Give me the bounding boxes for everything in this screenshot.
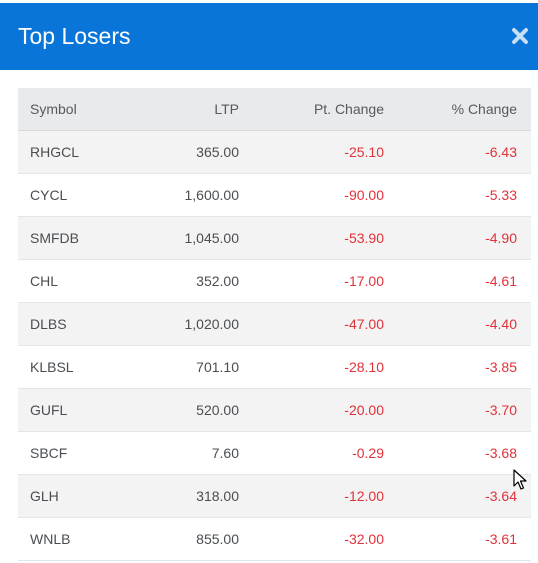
table-row[interactable]: DLBS 1,020.00 -47.00 -4.40 bbox=[18, 302, 531, 346]
pct-change-cell: -3.70 bbox=[388, 388, 531, 432]
ltp-cell: 318.00 bbox=[128, 474, 243, 518]
ltp-cell: 520.00 bbox=[128, 388, 243, 432]
pct-change-cell: -6.43 bbox=[388, 130, 531, 174]
ltp-cell: 365.00 bbox=[128, 130, 243, 174]
close-icon[interactable] bbox=[508, 24, 532, 48]
ltp-cell: 7.60 bbox=[128, 431, 243, 475]
pct-change-cell: -3.68 bbox=[388, 431, 531, 475]
pt-change-cell: -28.10 bbox=[243, 345, 388, 389]
symbol-cell[interactable]: CHL bbox=[18, 259, 128, 303]
symbol-cell[interactable]: CYCL bbox=[18, 173, 128, 217]
pct-change-cell: -4.40 bbox=[388, 302, 531, 346]
symbol-cell[interactable]: RHGCL bbox=[18, 130, 128, 174]
column-header-pct-change[interactable]: % Change bbox=[388, 88, 531, 131]
pt-change-cell: -32.00 bbox=[243, 517, 388, 561]
losers-table-container: Symbol LTP Pt. Change % Change RHGCL 365… bbox=[18, 88, 531, 561]
symbol-cell[interactable]: SBCF bbox=[18, 431, 128, 475]
pt-change-cell: -12.00 bbox=[243, 474, 388, 518]
table-row[interactable]: SMFDB 1,045.00 -53.90 -4.90 bbox=[18, 216, 531, 260]
ltp-cell: 855.00 bbox=[128, 517, 243, 561]
ltp-cell: 1,045.00 bbox=[128, 216, 243, 260]
column-header-symbol[interactable]: Symbol bbox=[18, 88, 128, 131]
losers-table: Symbol LTP Pt. Change % Change RHGCL 365… bbox=[18, 88, 531, 561]
pt-change-cell: -53.90 bbox=[243, 216, 388, 260]
table-row[interactable]: WNLB 855.00 -32.00 -3.61 bbox=[18, 517, 531, 561]
symbol-cell[interactable]: GUFL bbox=[18, 388, 128, 432]
table-header-row: Symbol LTP Pt. Change % Change bbox=[18, 88, 531, 131]
ltp-cell: 1,600.00 bbox=[128, 173, 243, 217]
column-header-ltp[interactable]: LTP bbox=[128, 88, 243, 131]
ltp-cell: 1,020.00 bbox=[128, 302, 243, 346]
table-row[interactable]: CYCL 1,600.00 -90.00 -5.33 bbox=[18, 173, 531, 217]
modal-header: Top Losers bbox=[0, 3, 538, 70]
pt-change-cell: -0.29 bbox=[243, 431, 388, 475]
pt-change-cell: -90.00 bbox=[243, 173, 388, 217]
symbol-cell[interactable]: GLH bbox=[18, 474, 128, 518]
pct-change-cell: -4.90 bbox=[388, 216, 531, 260]
modal-title: Top Losers bbox=[18, 23, 131, 49]
table-row[interactable]: GUFL 520.00 -20.00 -3.70 bbox=[18, 388, 531, 432]
table-row[interactable]: KLBSL 701.10 -28.10 -3.85 bbox=[18, 345, 531, 389]
pt-change-cell: -47.00 bbox=[243, 302, 388, 346]
pct-change-cell: -5.33 bbox=[388, 173, 531, 217]
mouse-pointer-icon bbox=[513, 469, 527, 491]
symbol-cell[interactable]: SMFDB bbox=[18, 216, 128, 260]
table-row[interactable]: GLH 318.00 -12.00 -3.64 bbox=[18, 474, 531, 518]
pt-change-cell: -20.00 bbox=[243, 388, 388, 432]
pct-change-cell: -3.85 bbox=[388, 345, 531, 389]
ltp-cell: 352.00 bbox=[128, 259, 243, 303]
table-body: RHGCL 365.00 -25.10 -6.43 CYCL 1,600.00 … bbox=[18, 130, 531, 561]
pct-change-cell: -3.61 bbox=[388, 517, 531, 561]
pt-change-cell: -17.00 bbox=[243, 259, 388, 303]
table-row[interactable]: CHL 352.00 -17.00 -4.61 bbox=[18, 259, 531, 303]
ltp-cell: 701.10 bbox=[128, 345, 243, 389]
symbol-cell[interactable]: WNLB bbox=[18, 517, 128, 561]
table-row[interactable]: RHGCL 365.00 -25.10 -6.43 bbox=[18, 130, 531, 174]
symbol-cell[interactable]: DLBS bbox=[18, 302, 128, 346]
pt-change-cell: -25.10 bbox=[243, 130, 388, 174]
pct-change-cell: -4.61 bbox=[388, 259, 531, 303]
pct-change-cell: -3.64 bbox=[388, 474, 531, 518]
table-row[interactable]: SBCF 7.60 -0.29 -3.68 bbox=[18, 431, 531, 475]
symbol-cell[interactable]: KLBSL bbox=[18, 345, 128, 389]
column-header-pt-change[interactable]: Pt. Change bbox=[243, 88, 388, 131]
